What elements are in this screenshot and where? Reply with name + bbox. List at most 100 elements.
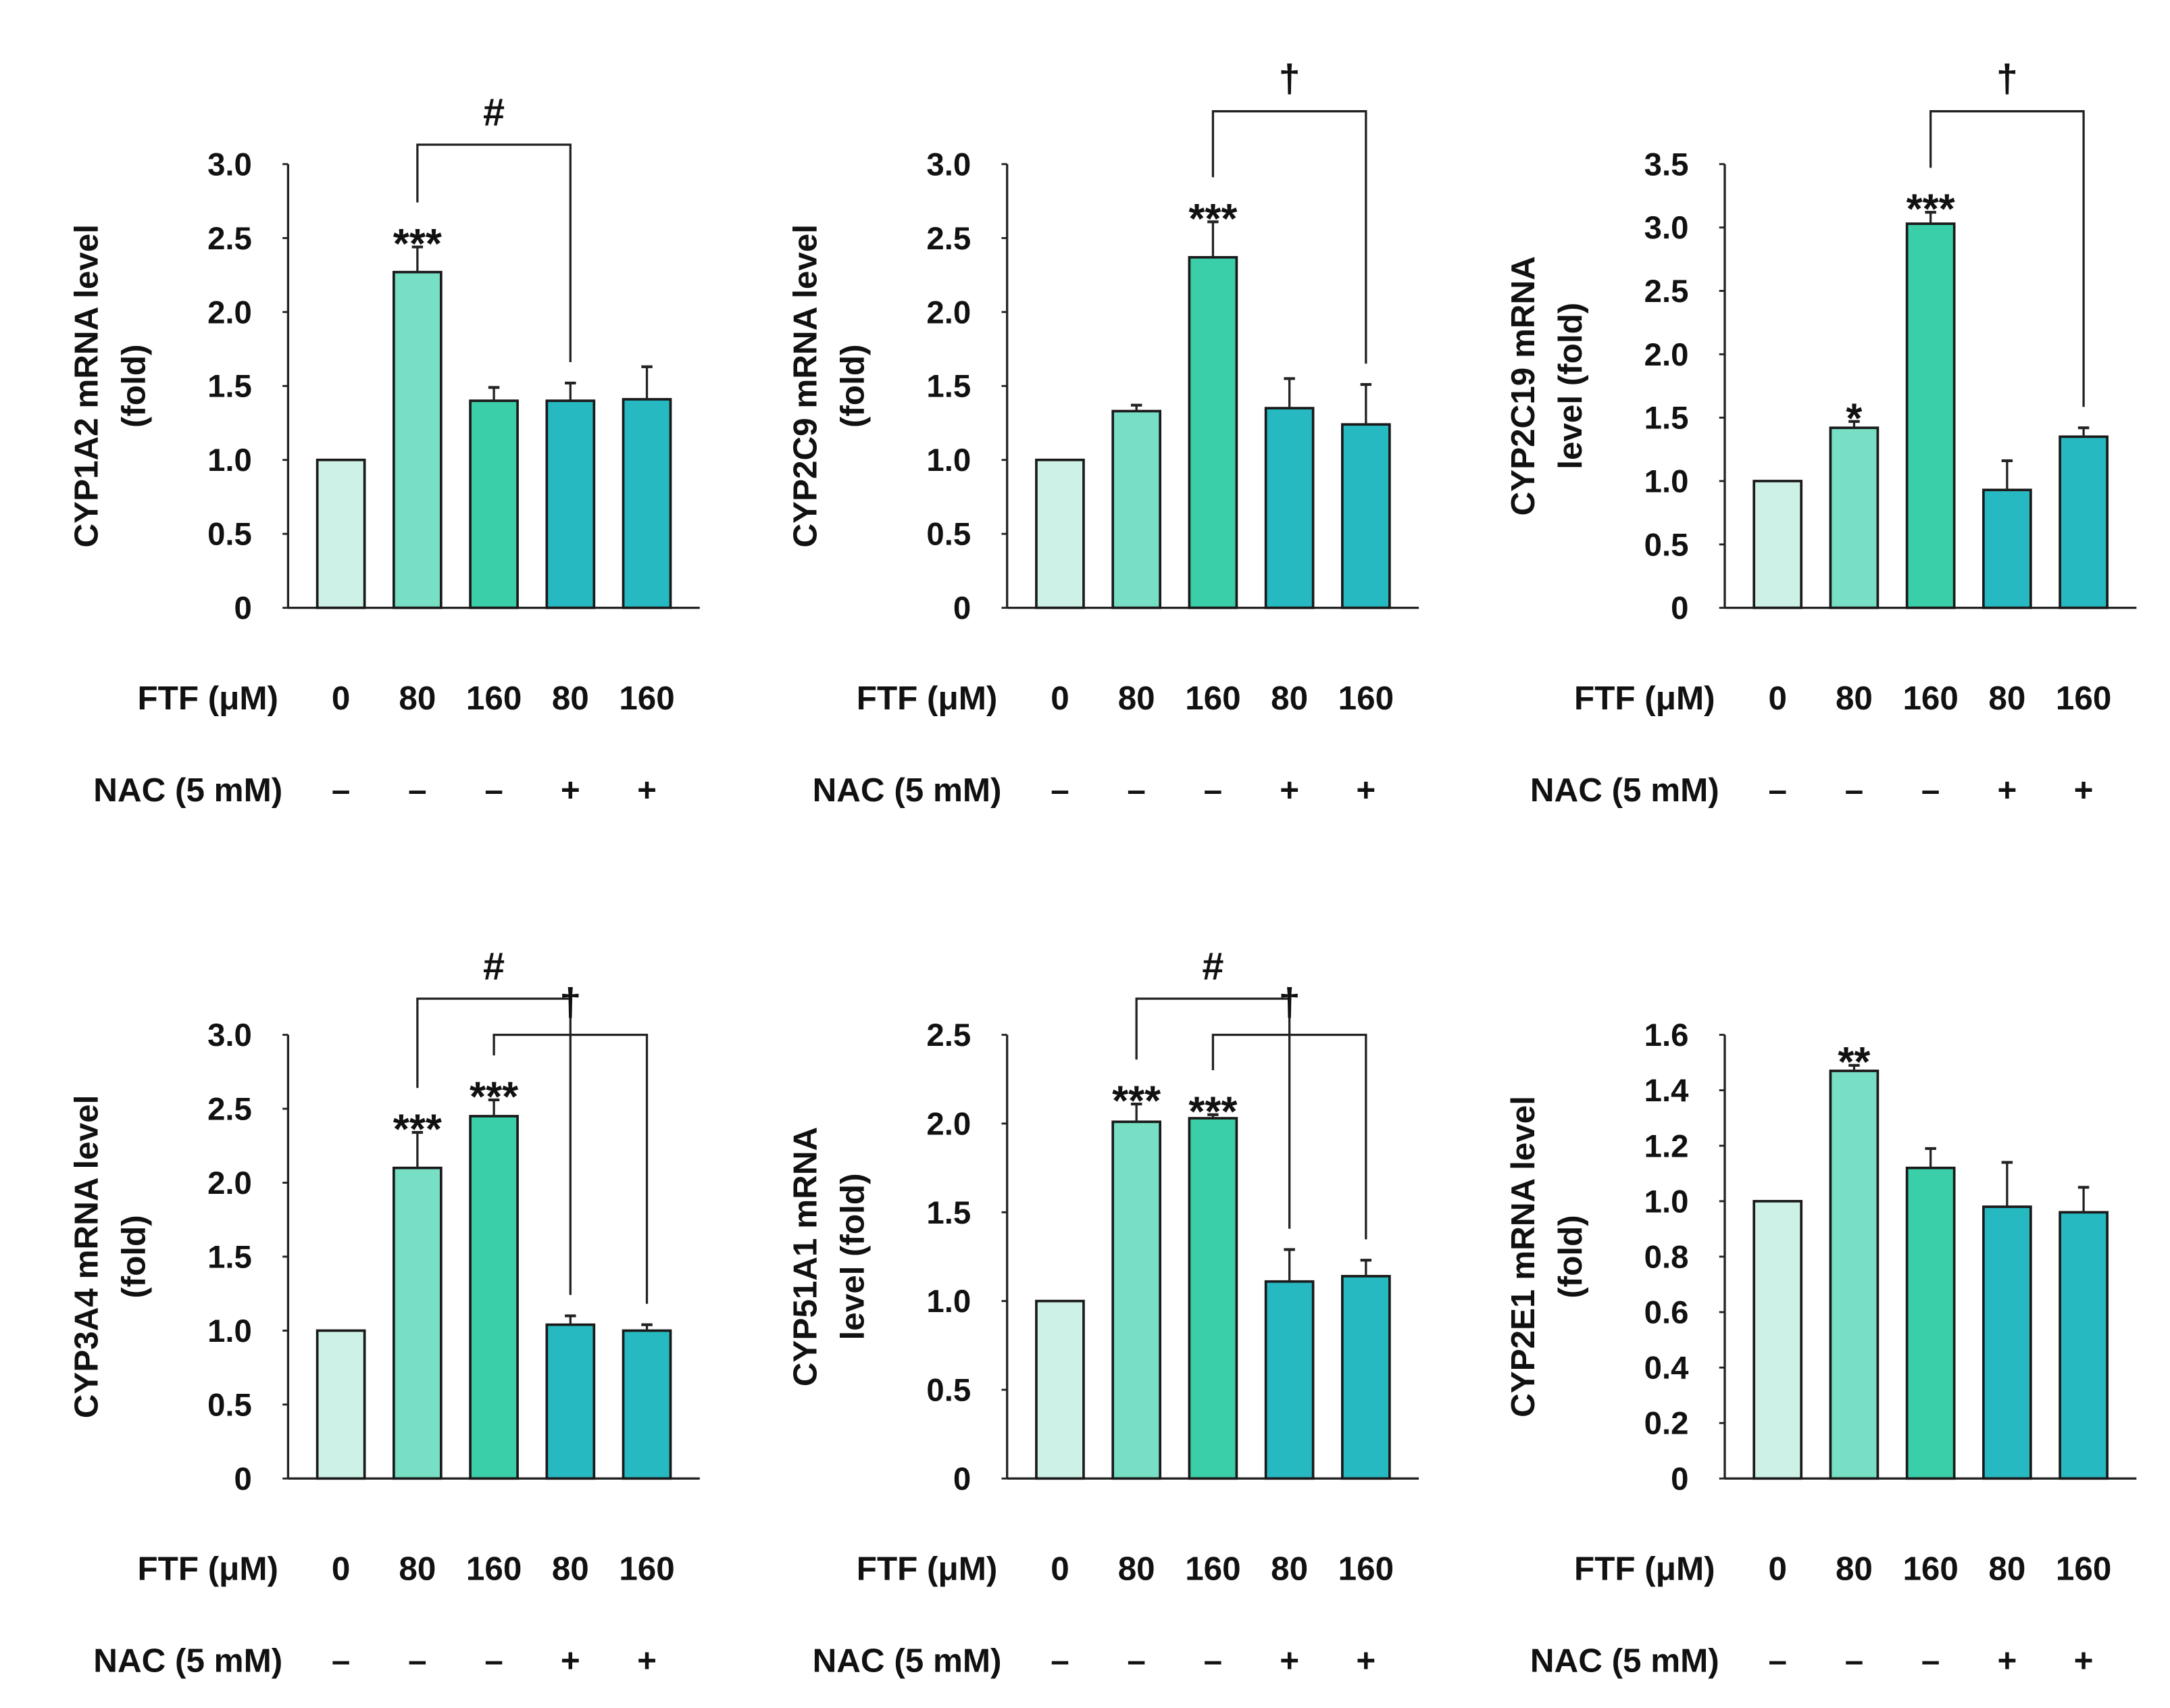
bracket-significance-label: †	[559, 981, 581, 1024]
ftf-dose-label: 160	[1185, 680, 1240, 717]
nac-row-label: NAC (5 mM)	[813, 772, 1002, 809]
ftf-dose-label: 0	[332, 680, 350, 717]
y-tick-label: 1.5	[926, 369, 971, 405]
significance-mark: ***	[470, 1074, 518, 1120]
nac-treatment-label: –	[1127, 772, 1145, 809]
nac-treatment-label: –	[1921, 1642, 1940, 1679]
y-tick-label: 0.4	[1644, 1351, 1689, 1386]
bracket-significance-label: †	[1996, 57, 2018, 101]
ftf-dose-label: 160	[2056, 1551, 2111, 1588]
bracket-significance-label: #	[483, 945, 505, 988]
y-tick-label: 1.0	[207, 1313, 252, 1349]
significance-mark: ***	[1188, 196, 1237, 243]
y-tick-label: 3.0	[207, 1018, 252, 1053]
ftf-dose-label: 80	[1836, 680, 1873, 717]
y-tick-label: 2.0	[926, 295, 971, 330]
nac-treatment-label: –	[484, 772, 503, 809]
bar	[545, 1323, 596, 1480]
bar	[1111, 1120, 1162, 1480]
bar	[622, 398, 672, 609]
nac-treatment-label: +	[637, 1642, 657, 1679]
bar	[469, 1115, 519, 1480]
bracket-significance-label: †	[1279, 981, 1301, 1024]
chart-panel-6: 0 0.2 0.4 0.6 0.8 1.0 1.2 1.4 1.6 CYP2E1 mRNA lev…	[1505, 1018, 2137, 1679]
ftf-dose-label: 80	[399, 680, 436, 717]
y-axis-label-line-2: (fold)	[115, 345, 152, 428]
nac-treatment-label: –	[1845, 772, 1863, 809]
y-tick-label: 1.0	[1644, 1184, 1689, 1220]
y-tick-label: 2.5	[207, 1092, 252, 1128]
y-tick-label: 1.0	[926, 443, 971, 478]
y-tick-label: 0	[234, 591, 252, 626]
y-tick-label: 2.5	[926, 221, 971, 257]
y-tick-label: 2.5	[926, 1018, 971, 1053]
bar	[1752, 1200, 1803, 1480]
y-axis-label-line-2: level (fold)	[834, 1173, 872, 1340]
nac-treatment-label: –	[332, 772, 350, 809]
nac-treatment-label: +	[1280, 1642, 1299, 1679]
comparison-bracket	[1211, 110, 1367, 364]
ftf-dose-label: 160	[1185, 1551, 1240, 1588]
significance-mark: ***	[1112, 1078, 1161, 1125]
ftf-dose-label: 80	[552, 1551, 589, 1588]
nac-treatment-label: –	[408, 1642, 426, 1679]
bracket-significance-label: †	[1279, 57, 1301, 101]
ftf-row-label: FTF (μM)	[137, 1551, 278, 1588]
bar	[1905, 1166, 1956, 1480]
significance-mark: ***	[1907, 186, 1955, 233]
y-tick-label: 1.0	[1644, 463, 1689, 499]
y-tick-label: 1.5	[207, 1239, 252, 1275]
bracket-significance-label: #	[1202, 945, 1223, 988]
nac-treatment-label: +	[1997, 1642, 2017, 1679]
bar	[1340, 423, 1391, 609]
y-tick-label: 0	[234, 1461, 252, 1497]
y-axis-label: CYP2C9 mRNA level (fold)	[787, 224, 872, 548]
comparison-bracket	[1929, 110, 2085, 407]
ftf-dose-label: 80	[1988, 1551, 2025, 1588]
bar	[1905, 222, 1956, 609]
nac-row-label: NAC (5 mM)	[813, 1642, 1002, 1679]
ftf-row-label: FTF (μM)	[1574, 1551, 1715, 1588]
bar	[1188, 1117, 1238, 1480]
nac-treatment-label: +	[1280, 772, 1299, 809]
nac-treatment-label: –	[1204, 772, 1222, 809]
y-tick-label: 3.0	[207, 147, 252, 182]
y-tick-label: 2.5	[1644, 274, 1689, 309]
bar	[1829, 1070, 1879, 1480]
y-tick-label: 0.8	[1644, 1239, 1689, 1275]
y-tick-label: 2.0	[207, 1165, 252, 1201]
ftf-dose-label: 80	[1836, 1551, 1873, 1588]
ftf-dose-label: 80	[1118, 680, 1155, 717]
y-tick-label: 0.2	[1644, 1406, 1689, 1442]
nac-treatment-label: +	[561, 772, 580, 809]
significance-mark: ***	[1188, 1088, 1237, 1135]
significance-mark: **	[1838, 1039, 1870, 1086]
y-tick-label: 2.0	[926, 1106, 971, 1142]
nac-treatment-label: +	[2074, 772, 2094, 809]
ftf-dose-label: 160	[1338, 680, 1394, 717]
ftf-dose-label: 80	[1988, 680, 2025, 717]
nac-row-label: NAC (5 mM)	[93, 1642, 282, 1679]
ftf-dose-label: 0	[1768, 1551, 1786, 1588]
ftf-dose-label: 160	[1338, 1551, 1394, 1588]
nac-row-label: NAC (5 mM)	[93, 772, 282, 809]
y-tick-label: 1.0	[926, 1284, 971, 1320]
ftf-dose-label: 0	[1051, 680, 1069, 717]
ftf-dose-label: 160	[2056, 680, 2111, 717]
y-tick-label: 1.5	[926, 1195, 971, 1231]
comparison-bracket	[416, 143, 572, 363]
y-axis-label: CYP2C19 mRNA level (fold)	[1505, 256, 1589, 516]
nac-treatment-label: +	[1997, 772, 2017, 809]
nac-row-label: NAC (5 mM)	[1530, 772, 1719, 809]
y-tick-label: 0.5	[926, 1372, 971, 1408]
bar	[393, 1166, 443, 1480]
y-axis-label: CYP1A2 mRNA level (fold)	[68, 224, 152, 548]
nac-treatment-label: –	[1051, 772, 1069, 809]
y-axis-label-line-2: level (fold)	[1552, 303, 1589, 470]
comparison-bracket	[1211, 1033, 1367, 1240]
y-tick-label: 3.0	[1644, 210, 1689, 246]
nac-row-label: NAC (5 mM)	[1530, 1642, 1719, 1679]
y-tick-label: 1.4	[1644, 1073, 1689, 1109]
bar	[1035, 458, 1085, 609]
y-tick-label: 0.6	[1644, 1295, 1689, 1331]
